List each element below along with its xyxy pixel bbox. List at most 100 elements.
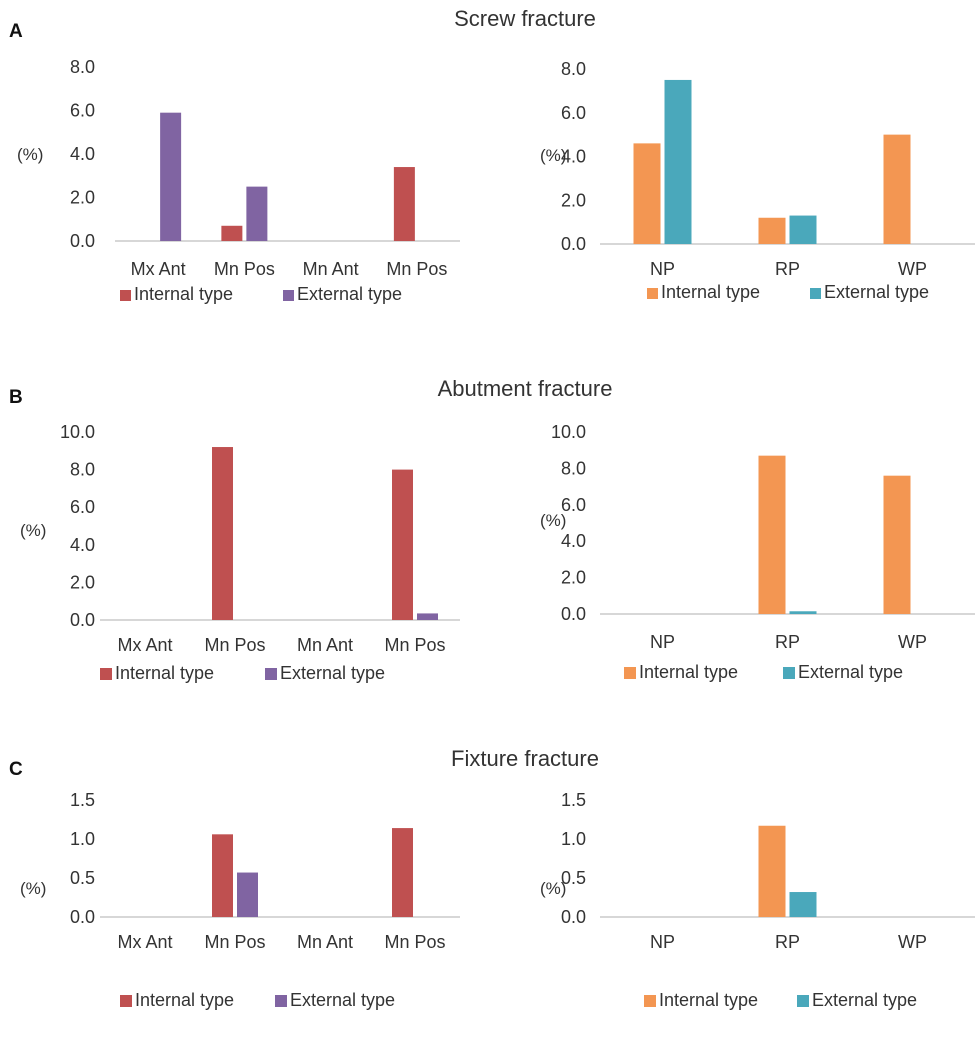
chart-c-location: 0.0 0.5 1.0 1.5 (%) Mx Ant Mn Pos Mn Ant Mn Pos I…	[20, 790, 460, 1010]
bar-internal-mn-pos	[392, 828, 413, 917]
bar-internal-mn-pos	[212, 834, 233, 917]
bar-internal-rp	[758, 455, 786, 614]
category-label: Mn Pos	[384, 932, 445, 952]
category-label: Mx Ant	[131, 259, 186, 279]
category-label: Mn Pos	[204, 635, 265, 655]
y-tick-label: 2.0	[70, 188, 95, 208]
y-tick-label: 8.0	[70, 460, 95, 480]
y-tick-label: 4.0	[70, 144, 95, 164]
y-tick-label: 6.0	[561, 495, 586, 515]
category-label: Mn Ant	[297, 932, 353, 952]
y-axis-label: (%)	[17, 145, 43, 164]
legend-label-internal: Internal type	[639, 662, 738, 682]
y-tick-label: 6.0	[561, 103, 586, 123]
legend-swatch-external	[265, 668, 277, 680]
y-tick-label: 10.0	[551, 422, 586, 442]
legend-swatch-external	[283, 290, 294, 301]
chart-a-location: 0.0 2.0 4.0 6.0 8.0 (%) Mx Ant Mn Pos Mn Ant Mn P…	[17, 57, 460, 304]
y-tick-label: 0.0	[561, 907, 586, 927]
bar-internal-mn-pos	[393, 167, 415, 241]
bar-external-rp	[789, 215, 817, 244]
legend-swatch-internal	[644, 995, 656, 1007]
bar-external-mn-pos	[246, 186, 268, 241]
bar-internal-mn-pos	[212, 447, 233, 620]
legend-label-external: External type	[798, 662, 903, 682]
category-label: Mn Pos	[386, 259, 447, 279]
chart-a-platform: 0.0 2.0 4.0 6.0 8.0 (%) NP RP WP Internal type Ext…	[540, 59, 975, 302]
bar-external-rp	[789, 611, 817, 614]
bar-external-mx-ant	[160, 112, 182, 241]
bar-external-mn-pos	[417, 613, 438, 620]
category-label: Mn Pos	[384, 635, 445, 655]
bar-internal-np	[633, 143, 661, 244]
bar-internal-wp	[883, 475, 911, 614]
y-tick-label: 6.0	[70, 497, 95, 517]
category-label: Mn Pos	[204, 932, 265, 952]
y-tick-label: 8.0	[561, 458, 586, 478]
legend-label-internal: Internal type	[659, 990, 758, 1010]
legend-label-external: External type	[290, 990, 395, 1010]
category-label: RP	[775, 932, 800, 952]
y-tick-label: 8.0	[70, 57, 95, 77]
category-label: Mx Ant	[117, 635, 172, 655]
y-tick-label: 0.0	[70, 907, 95, 927]
section-title-abutment: Abutment fracture	[438, 376, 613, 401]
category-label: NP	[650, 632, 675, 652]
category-label: NP	[650, 259, 675, 279]
y-tick-label: 1.5	[70, 790, 95, 810]
category-label: Mx Ant	[117, 932, 172, 952]
y-tick-label: 2.0	[561, 190, 586, 210]
bar-internal-rp	[758, 825, 786, 917]
y-tick-label: 0.0	[561, 234, 586, 254]
bar-internal-mn-pos	[392, 469, 413, 620]
category-label: WP	[898, 632, 927, 652]
panel-letter-b: B	[9, 387, 23, 408]
y-tick-label: 2.0	[561, 568, 586, 588]
bar-external-rp	[789, 892, 817, 917]
legend-label-external: External type	[824, 282, 929, 302]
y-tick-label: 1.0	[70, 829, 95, 849]
bar-external-np	[664, 79, 692, 244]
y-tick-label: 0.0	[70, 610, 95, 630]
charts-group: 0.0 2.0 4.0 6.0 8.0 (%) Mx Ant Mn Pos Mn Ant Mn P…	[17, 57, 975, 1010]
panel-letter-c: C	[9, 759, 23, 780]
legend-label-internal: Internal type	[135, 990, 234, 1010]
legend-swatch-internal	[120, 290, 131, 301]
bar-external-mn-pos	[237, 872, 258, 917]
y-axis-label: (%)	[540, 879, 566, 898]
legend-swatch-external	[810, 288, 821, 299]
legend-label-external: External type	[812, 990, 917, 1010]
y-axis-label: (%)	[540, 146, 566, 165]
y-tick-label: 0.5	[561, 868, 586, 888]
category-label: Mn Pos	[214, 259, 275, 279]
chart-b-platform: 0.0 2.0 4.0 6.0 8.0 10.0 (%) NP RP WP Internal typ…	[540, 422, 975, 682]
legend-label-external: External type	[297, 284, 402, 304]
category-label: Mn Ant	[297, 635, 353, 655]
y-tick-label: 10.0	[60, 422, 95, 442]
y-tick-label: 0.0	[561, 604, 586, 624]
legend-label-internal: Internal type	[661, 282, 760, 302]
legend-swatch-internal	[100, 668, 112, 680]
legend-label-internal: Internal type	[134, 284, 233, 304]
legend-swatch-external	[783, 667, 795, 679]
section-title-screw: Screw fracture	[454, 6, 596, 31]
section-title-fixture: Fixture fracture	[451, 746, 599, 771]
category-label: WP	[898, 259, 927, 279]
chart-b-location: 0.0 2.0 4.0 6.0 8.0 10.0 (%) Mx Ant Mn Pos Mn Ant…	[20, 422, 460, 683]
bar-internal-rp	[758, 217, 786, 244]
legend-swatch-external	[797, 995, 809, 1007]
y-tick-label: 4.0	[561, 531, 586, 551]
legend-swatch-internal	[647, 288, 658, 299]
y-tick-label: 2.0	[70, 572, 95, 592]
y-axis-label: (%)	[540, 511, 566, 530]
category-label: RP	[775, 259, 800, 279]
category-label: NP	[650, 932, 675, 952]
y-tick-label: 1.5	[561, 790, 586, 810]
y-tick-label: 6.0	[70, 101, 95, 121]
y-tick-label: 4.0	[561, 147, 586, 167]
legend-swatch-internal	[120, 995, 132, 1007]
category-label: Mn Ant	[303, 259, 359, 279]
legend-label-external: External type	[280, 663, 385, 683]
y-tick-label: 8.0	[561, 59, 586, 79]
